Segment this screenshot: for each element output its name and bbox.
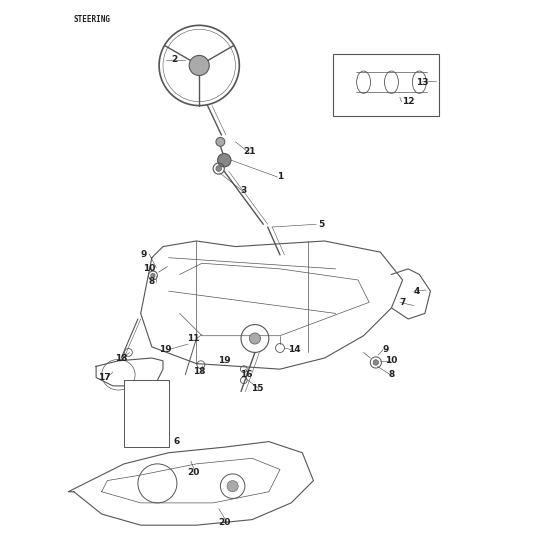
Circle shape [216,137,225,146]
Text: 20: 20 [188,468,200,477]
Text: 10: 10 [143,264,155,273]
Text: STEERING: STEERING [74,15,111,24]
Circle shape [151,273,155,278]
Text: 13: 13 [416,78,428,87]
Text: 8: 8 [388,370,395,379]
Text: 1: 1 [277,172,283,181]
Text: 18: 18 [115,353,128,362]
Text: 21: 21 [243,147,255,156]
Circle shape [216,166,222,171]
Circle shape [249,333,260,344]
Text: 17: 17 [98,373,111,382]
Circle shape [227,480,238,492]
Circle shape [189,55,209,76]
Text: 18: 18 [193,367,206,376]
Text: 10: 10 [385,356,398,365]
Text: 12: 12 [402,97,414,106]
Text: 7: 7 [399,298,406,307]
Text: 5: 5 [319,220,325,229]
Text: 14: 14 [288,345,300,354]
Text: 6: 6 [174,437,180,446]
Text: 16: 16 [240,370,253,379]
Text: 2: 2 [171,55,178,64]
Text: 20: 20 [218,518,231,527]
Bar [124,380,169,447]
Text: 9: 9 [141,250,147,259]
Text: 3: 3 [241,186,247,195]
Text: 8: 8 [149,277,155,286]
Text: 9: 9 [382,345,389,354]
Text: 19: 19 [218,356,231,365]
Circle shape [373,360,379,365]
Text: 15: 15 [251,384,264,393]
Circle shape [218,153,231,167]
Text: 11: 11 [188,334,200,343]
Text: 4: 4 [413,287,419,296]
Text: 19: 19 [160,345,172,354]
FancyBboxPatch shape [333,54,439,115]
